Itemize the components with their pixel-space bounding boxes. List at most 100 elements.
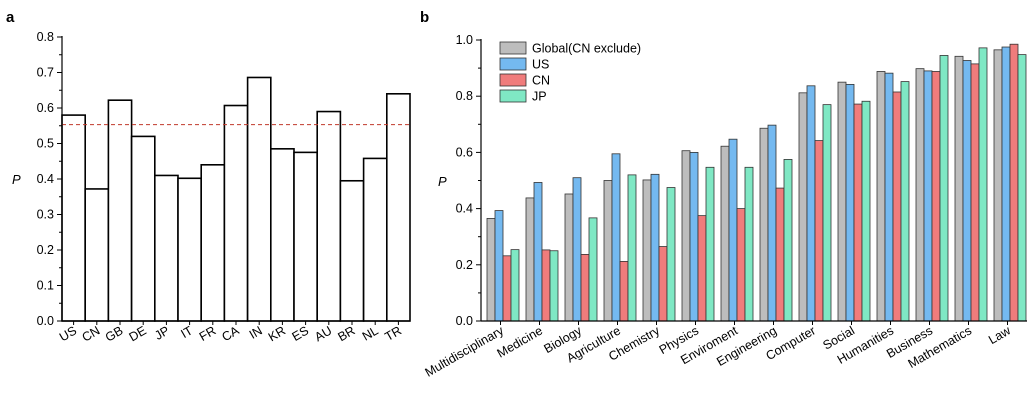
panel-a-label: a: [6, 9, 15, 26]
panel-b-bar: [494, 210, 504, 322]
panel-a-x-tick-label: BR: [335, 323, 357, 344]
panel-b-bar: [970, 63, 980, 322]
panel-b-bar: [923, 70, 933, 322]
panel-b-bar: [697, 215, 707, 322]
panel-b-bar: [900, 81, 910, 322]
panel-b-label: b: [420, 9, 429, 26]
panel-b-legend-label: JP: [532, 90, 547, 104]
panel-b-bar: [486, 218, 496, 322]
panel-a-bar: [223, 104, 249, 322]
panel-b-legend-label: CN: [532, 74, 550, 88]
panel-a-x-tick-label: IN: [247, 323, 265, 341]
panel-a-y-tick-label: 0.5: [37, 137, 54, 151]
panel-a-x-tick-label: ES: [290, 323, 311, 343]
panel-b-x-ticks: MultidisciplinaryMedicineBiologyAgricult…: [423, 321, 1014, 380]
panel-b-bar: [775, 187, 785, 322]
panel-b-bar: [541, 249, 551, 322]
panel-b-bar: [549, 250, 559, 322]
panel-b-bar: [931, 71, 941, 322]
panel-a-x-ticks: US CN GB DE JP IT FR CA IN KR ES AU BR NL TR: [57, 321, 404, 345]
panel-b-y-tick-label: 0.4: [456, 202, 473, 216]
panel-a-bar: [177, 177, 203, 322]
panel-b-bar: [915, 68, 925, 322]
panel-b-bar: [806, 85, 816, 322]
panel-b-bar: [720, 145, 730, 322]
panel-a-y-tick-label: 0.8: [37, 30, 54, 44]
panel-b-bar: [510, 249, 520, 322]
panel-b-bar: [798, 92, 808, 322]
panel-a-y-tick-label: 0.0: [37, 314, 54, 328]
panel-b-bar: [580, 254, 590, 322]
panel-a-x-tick-label: TR: [382, 323, 403, 343]
panel-b-y-tick-label: 0.0: [456, 314, 473, 328]
panel-a-x-tick-label: DE: [127, 323, 149, 344]
panel-b-bar: [814, 140, 824, 322]
panel-b-bar: [744, 166, 754, 322]
panel-a-bar: [362, 157, 388, 322]
panel-b-bar: [588, 217, 598, 322]
panel-a-y-tick-label: 0.1: [37, 279, 54, 293]
panel-a-bar: [293, 151, 319, 322]
panel-a-y-tick-label: 0.4: [37, 172, 54, 186]
panel-b-legend: Global(CN exclude) US CN JP: [499, 42, 641, 104]
panel-a-bars: [61, 76, 411, 322]
panel-a-x-tick-label: GB: [103, 323, 126, 344]
panel-b-y-tick-label: 1.0: [456, 33, 473, 47]
panel-b-bar: [603, 180, 613, 322]
panel-a-bar: [385, 93, 411, 322]
panel-a-bar: [154, 174, 179, 322]
panel-a-bar: [130, 135, 156, 322]
panel-b-legend-label: US: [532, 58, 549, 72]
panel-b-bar: [993, 49, 1003, 322]
panel-a-y-axis-title: P: [12, 172, 21, 187]
panel-b-bars: [486, 43, 1027, 322]
panel-b-y-tick-label: 0.6: [456, 145, 473, 159]
panel-b-bar: [689, 151, 699, 322]
panel-a-bar: [200, 164, 226, 322]
panel-b-bar: [533, 182, 543, 322]
panel-a-x-tick-label: AU: [312, 323, 334, 344]
panel-a-y-ticks: 0.0 0.1 0.2 0.3 0.4 0.5 0.6 0.7 0.8: [37, 30, 62, 328]
panel-b-x-tick-label: Multidisciplinary: [423, 323, 507, 380]
panel-b-bar: [564, 193, 574, 322]
panel-a-bar: [61, 114, 87, 322]
panel-a-bar: [107, 99, 133, 322]
panel-b-bar: [611, 153, 621, 322]
panel-a-bar: [316, 110, 342, 322]
panel-b-bar: [650, 173, 660, 322]
panel-b-bar: [939, 55, 949, 322]
panel-a-x-tick-label: JP: [152, 323, 172, 342]
panel-a-y-tick-label: 0.2: [37, 243, 54, 257]
panel-b-chart: 0.0 0.2 0.4 0.6 0.8 1.0 MultidisciplinaryMedi…: [423, 33, 1027, 380]
panel-b-bar: [767, 124, 777, 322]
panel-b-bar: [837, 81, 847, 322]
panel-b-y-ticks: 0.0 0.2 0.4 0.6 0.8 1.0: [456, 33, 481, 328]
panel-a-bar: [246, 76, 272, 322]
panel-b-bar: [705, 166, 715, 322]
panel-b-legend-label: Global(CN exclude): [532, 42, 641, 56]
panel-b-bar: [666, 187, 676, 322]
panel-a-x-tick-label: CN: [80, 323, 103, 344]
panel-b-bar: [978, 47, 988, 322]
panel-a-bar: [339, 179, 365, 322]
panel-b-bar: [783, 159, 793, 322]
panel-b-bar: [736, 208, 746, 322]
panel-a-bar: [84, 188, 110, 322]
panel-b-bar: [845, 83, 855, 322]
panel-b-x-tick-label: Law: [986, 323, 1014, 347]
panel-b-bar: [884, 72, 894, 322]
panel-b-legend-swatch: [499, 73, 527, 87]
panel-a-y-tick-label: 0.6: [37, 101, 54, 115]
panel-b-bar: [572, 177, 582, 322]
panel-a-y-tick-label: 0.7: [37, 66, 54, 80]
panel-a-x-tick-label: KR: [266, 323, 288, 344]
panel-b-y-tick-label: 0.2: [456, 258, 473, 272]
panel-b-bar: [1017, 54, 1027, 322]
panel-b-bar: [962, 60, 972, 322]
panel-b-bar: [728, 138, 738, 322]
panel-a-x-tick-label: NL: [360, 323, 381, 343]
panel-b-bar: [681, 150, 691, 322]
panel-b-bar: [525, 197, 535, 322]
panel-a-x-tick-label: CA: [219, 323, 242, 344]
